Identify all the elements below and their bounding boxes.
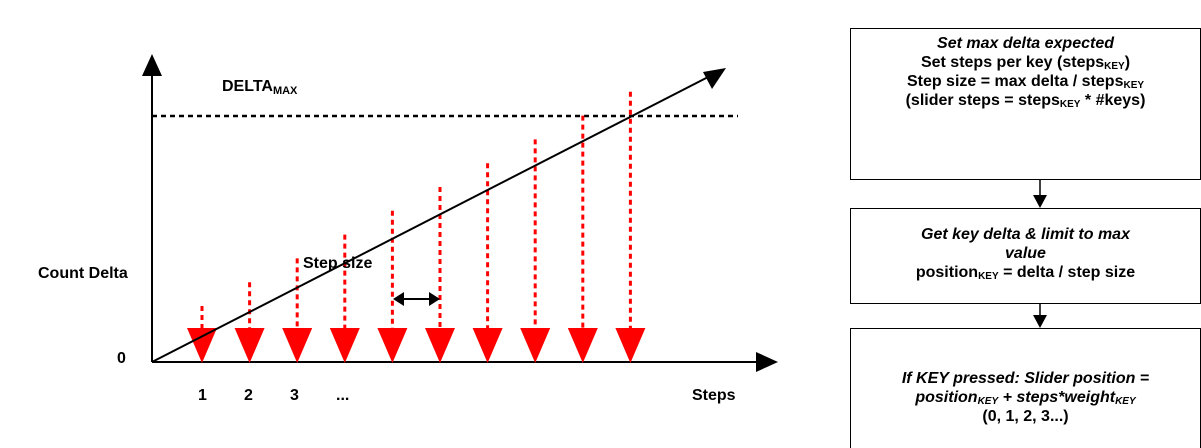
- step-tick-1: 1: [198, 387, 207, 404]
- step-arrow-head: [329, 328, 360, 363]
- step-arrow-head: [377, 328, 408, 363]
- step-size-arrowhead-left: [393, 292, 404, 306]
- box3-line3: (0, 1, 2, 3...): [982, 408, 1069, 425]
- step-arrow-head: [425, 328, 455, 363]
- box2-line1: Get key delta & limit to max: [921, 226, 1130, 243]
- x-axis-label: Steps: [692, 387, 736, 404]
- y-axis-arrowhead: [142, 54, 162, 76]
- flow-box-position: Get key delta & limit to max value posit…: [850, 208, 1201, 304]
- box1-line2: Set steps per key (stepsKEY): [920, 54, 1131, 72]
- step-arrow-head: [520, 328, 551, 363]
- step-tick-ellipsis: ...: [336, 387, 350, 404]
- diagonal-arrowhead: [703, 68, 726, 89]
- flow-box-setup: Set max delta expected Set steps per key…: [850, 28, 1201, 180]
- y-axis-label: Count Delta: [38, 265, 128, 282]
- delta-max-label: DELTAMAX: [222, 78, 297, 97]
- step-arrow-head: [234, 328, 265, 363]
- origin-label: 0: [117, 350, 126, 367]
- step-size-arrowhead-right: [429, 292, 440, 306]
- step-arrow-head: [282, 328, 313, 363]
- flow-connector-1-arrowhead: [1033, 195, 1047, 208]
- step-arrow-head: [472, 328, 503, 363]
- step-tick-3: 3: [290, 387, 299, 404]
- box1-line3: Step size = max delta / stepsKEY: [906, 73, 1145, 91]
- box3-line2: positionKEY + steps*weightKEY: [915, 389, 1136, 407]
- diagonal-line: [151, 74, 713, 363]
- flow-box-pressed: If KEY pressed: Slider position = positi…: [850, 328, 1201, 448]
- step-size-label: Step size: [303, 255, 373, 272]
- step-arrow-head: [567, 328, 598, 363]
- delta-max-text: DELTA: [222, 78, 273, 95]
- box1-line1: Set max delta expected: [937, 35, 1114, 52]
- flow-connector-2-arrowhead: [1033, 315, 1047, 328]
- step-arrow-head: [187, 328, 217, 363]
- box2-line2: value: [1005, 245, 1046, 262]
- step-tick-2: 2: [244, 387, 253, 404]
- delta-max-subscript: MAX: [272, 85, 298, 97]
- box1-line4: (slider steps = stepsKEY * #keys): [905, 92, 1146, 110]
- box2-line3: positionKEY = delta / step size: [915, 264, 1136, 282]
- box3-line1: If KEY pressed: Slider position =: [901, 370, 1150, 387]
- step-arrow-head: [615, 328, 646, 363]
- x-axis-arrowhead: [756, 352, 778, 372]
